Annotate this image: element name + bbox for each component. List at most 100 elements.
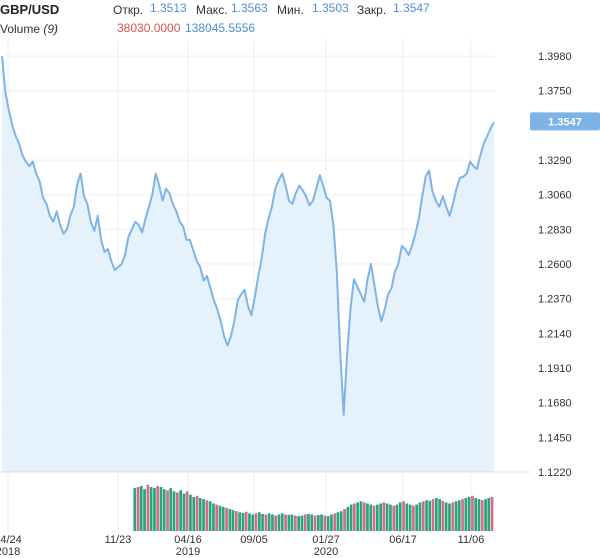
volume-bar <box>389 504 392 531</box>
volume-bars <box>133 484 494 532</box>
volume-bar <box>369 504 373 531</box>
volume-bar <box>267 513 271 531</box>
x-tick-year: 2018 <box>0 546 20 558</box>
volume-bar <box>244 511 248 532</box>
volume-bar <box>480 500 484 531</box>
low-label: Мин. <box>277 3 304 17</box>
volume-bar <box>323 515 327 531</box>
volume-label-text: Volume <box>0 22 41 36</box>
volume-bar <box>185 491 189 531</box>
x-tick-label: 06/17 <box>389 534 417 546</box>
y-tick-label: 1.1910 <box>538 363 572 375</box>
x-tick-label: 04/24 <box>0 534 22 546</box>
volume-bar <box>172 491 176 531</box>
last-price-text: 1.3547 <box>548 116 582 128</box>
price-area <box>2 56 494 472</box>
volume-bar <box>398 502 402 531</box>
volume-bar <box>339 511 343 531</box>
volume-bar <box>143 489 146 531</box>
volume-bar <box>477 499 481 531</box>
high-label: Макс. <box>196 3 228 17</box>
x-tick-label: 11/23 <box>105 534 132 546</box>
y-tick-label: 1.2830 <box>538 224 572 236</box>
volume-bar <box>254 513 258 531</box>
volume-bar <box>133 488 137 531</box>
volume-bar <box>320 514 323 531</box>
y-tick-label: 1.3060 <box>538 190 572 202</box>
volume-bar <box>372 505 376 531</box>
volume-bar <box>457 500 461 531</box>
volume-bar <box>428 500 432 532</box>
volume-bar <box>451 502 455 531</box>
last-price-badge: 1.3547 <box>530 112 600 131</box>
volume-period: (9) <box>43 22 59 36</box>
volume-bar <box>484 499 487 531</box>
y-tick-label: 1.1220 <box>538 467 572 479</box>
volume-bar <box>156 485 159 531</box>
price-line <box>1 56 495 416</box>
volume-bar <box>280 513 284 531</box>
volume-bar <box>487 498 491 531</box>
volume-bar <box>264 514 268 531</box>
volume-bar <box>221 506 225 531</box>
volume-bar <box>179 490 182 531</box>
volume-bar <box>467 496 471 531</box>
volume-bar <box>136 487 140 531</box>
volume-bar <box>212 503 215 531</box>
x-tick-year: 2019 <box>176 546 200 558</box>
high-value: 1.3563 <box>231 1 268 15</box>
x-tick-label: 01/27 <box>312 534 340 546</box>
x-tick-year: 2020 <box>314 546 338 558</box>
volume-bar <box>454 501 458 531</box>
volume-bar <box>294 515 297 531</box>
volume-bar <box>349 504 353 531</box>
volume-bar <box>412 505 415 531</box>
volume-bar <box>333 513 337 531</box>
volume-bar <box>153 488 156 531</box>
volume-bar <box>415 504 418 531</box>
volume-bar <box>149 487 153 531</box>
volume-bar <box>343 509 346 531</box>
x-tick-label: 04/16 <box>174 534 202 546</box>
y-tick-label: 1.1680 <box>538 398 572 410</box>
volume-bar <box>198 498 202 531</box>
volume-bar <box>356 502 359 531</box>
volume-bar <box>336 512 340 531</box>
volume-bar <box>359 501 363 531</box>
volume-bar <box>441 500 445 532</box>
volume-bar <box>271 514 274 531</box>
volume-bar <box>277 514 281 531</box>
volume-bar <box>330 514 333 531</box>
volume-bar <box>317 515 320 531</box>
volume-bar <box>346 506 350 531</box>
y-tick-label: 1.2140 <box>538 328 572 340</box>
volume-bar <box>490 496 494 531</box>
volume-bar <box>461 499 464 531</box>
volume-bar <box>303 514 307 531</box>
volume-bar <box>382 502 386 531</box>
volume-bar <box>313 515 317 531</box>
y-tick-label: 1.3980 <box>538 51 572 63</box>
volume-bar <box>261 514 264 532</box>
open-label: Откр. <box>113 3 144 17</box>
volume-bar <box>395 504 399 531</box>
volume-bar <box>192 496 196 531</box>
open-value: 1.3513 <box>150 1 187 15</box>
volume-bar <box>159 487 163 531</box>
volume-bar <box>195 495 199 531</box>
volume-bar <box>464 498 468 531</box>
volume-bar <box>444 502 448 531</box>
volume-bar <box>231 510 235 531</box>
y-tick-label: 1.3290 <box>538 155 572 167</box>
volume-bar <box>405 503 409 531</box>
close-value: 1.3547 <box>393 1 430 15</box>
volume-bar <box>258 512 261 531</box>
volume-bar <box>418 502 422 531</box>
volume-bar <box>146 484 150 531</box>
volume-bar <box>471 495 474 531</box>
symbol-title[interactable]: GBP/USD <box>0 2 60 17</box>
volume-bar <box>326 516 330 531</box>
volume-bar <box>208 501 212 531</box>
volume-bar <box>310 514 314 531</box>
